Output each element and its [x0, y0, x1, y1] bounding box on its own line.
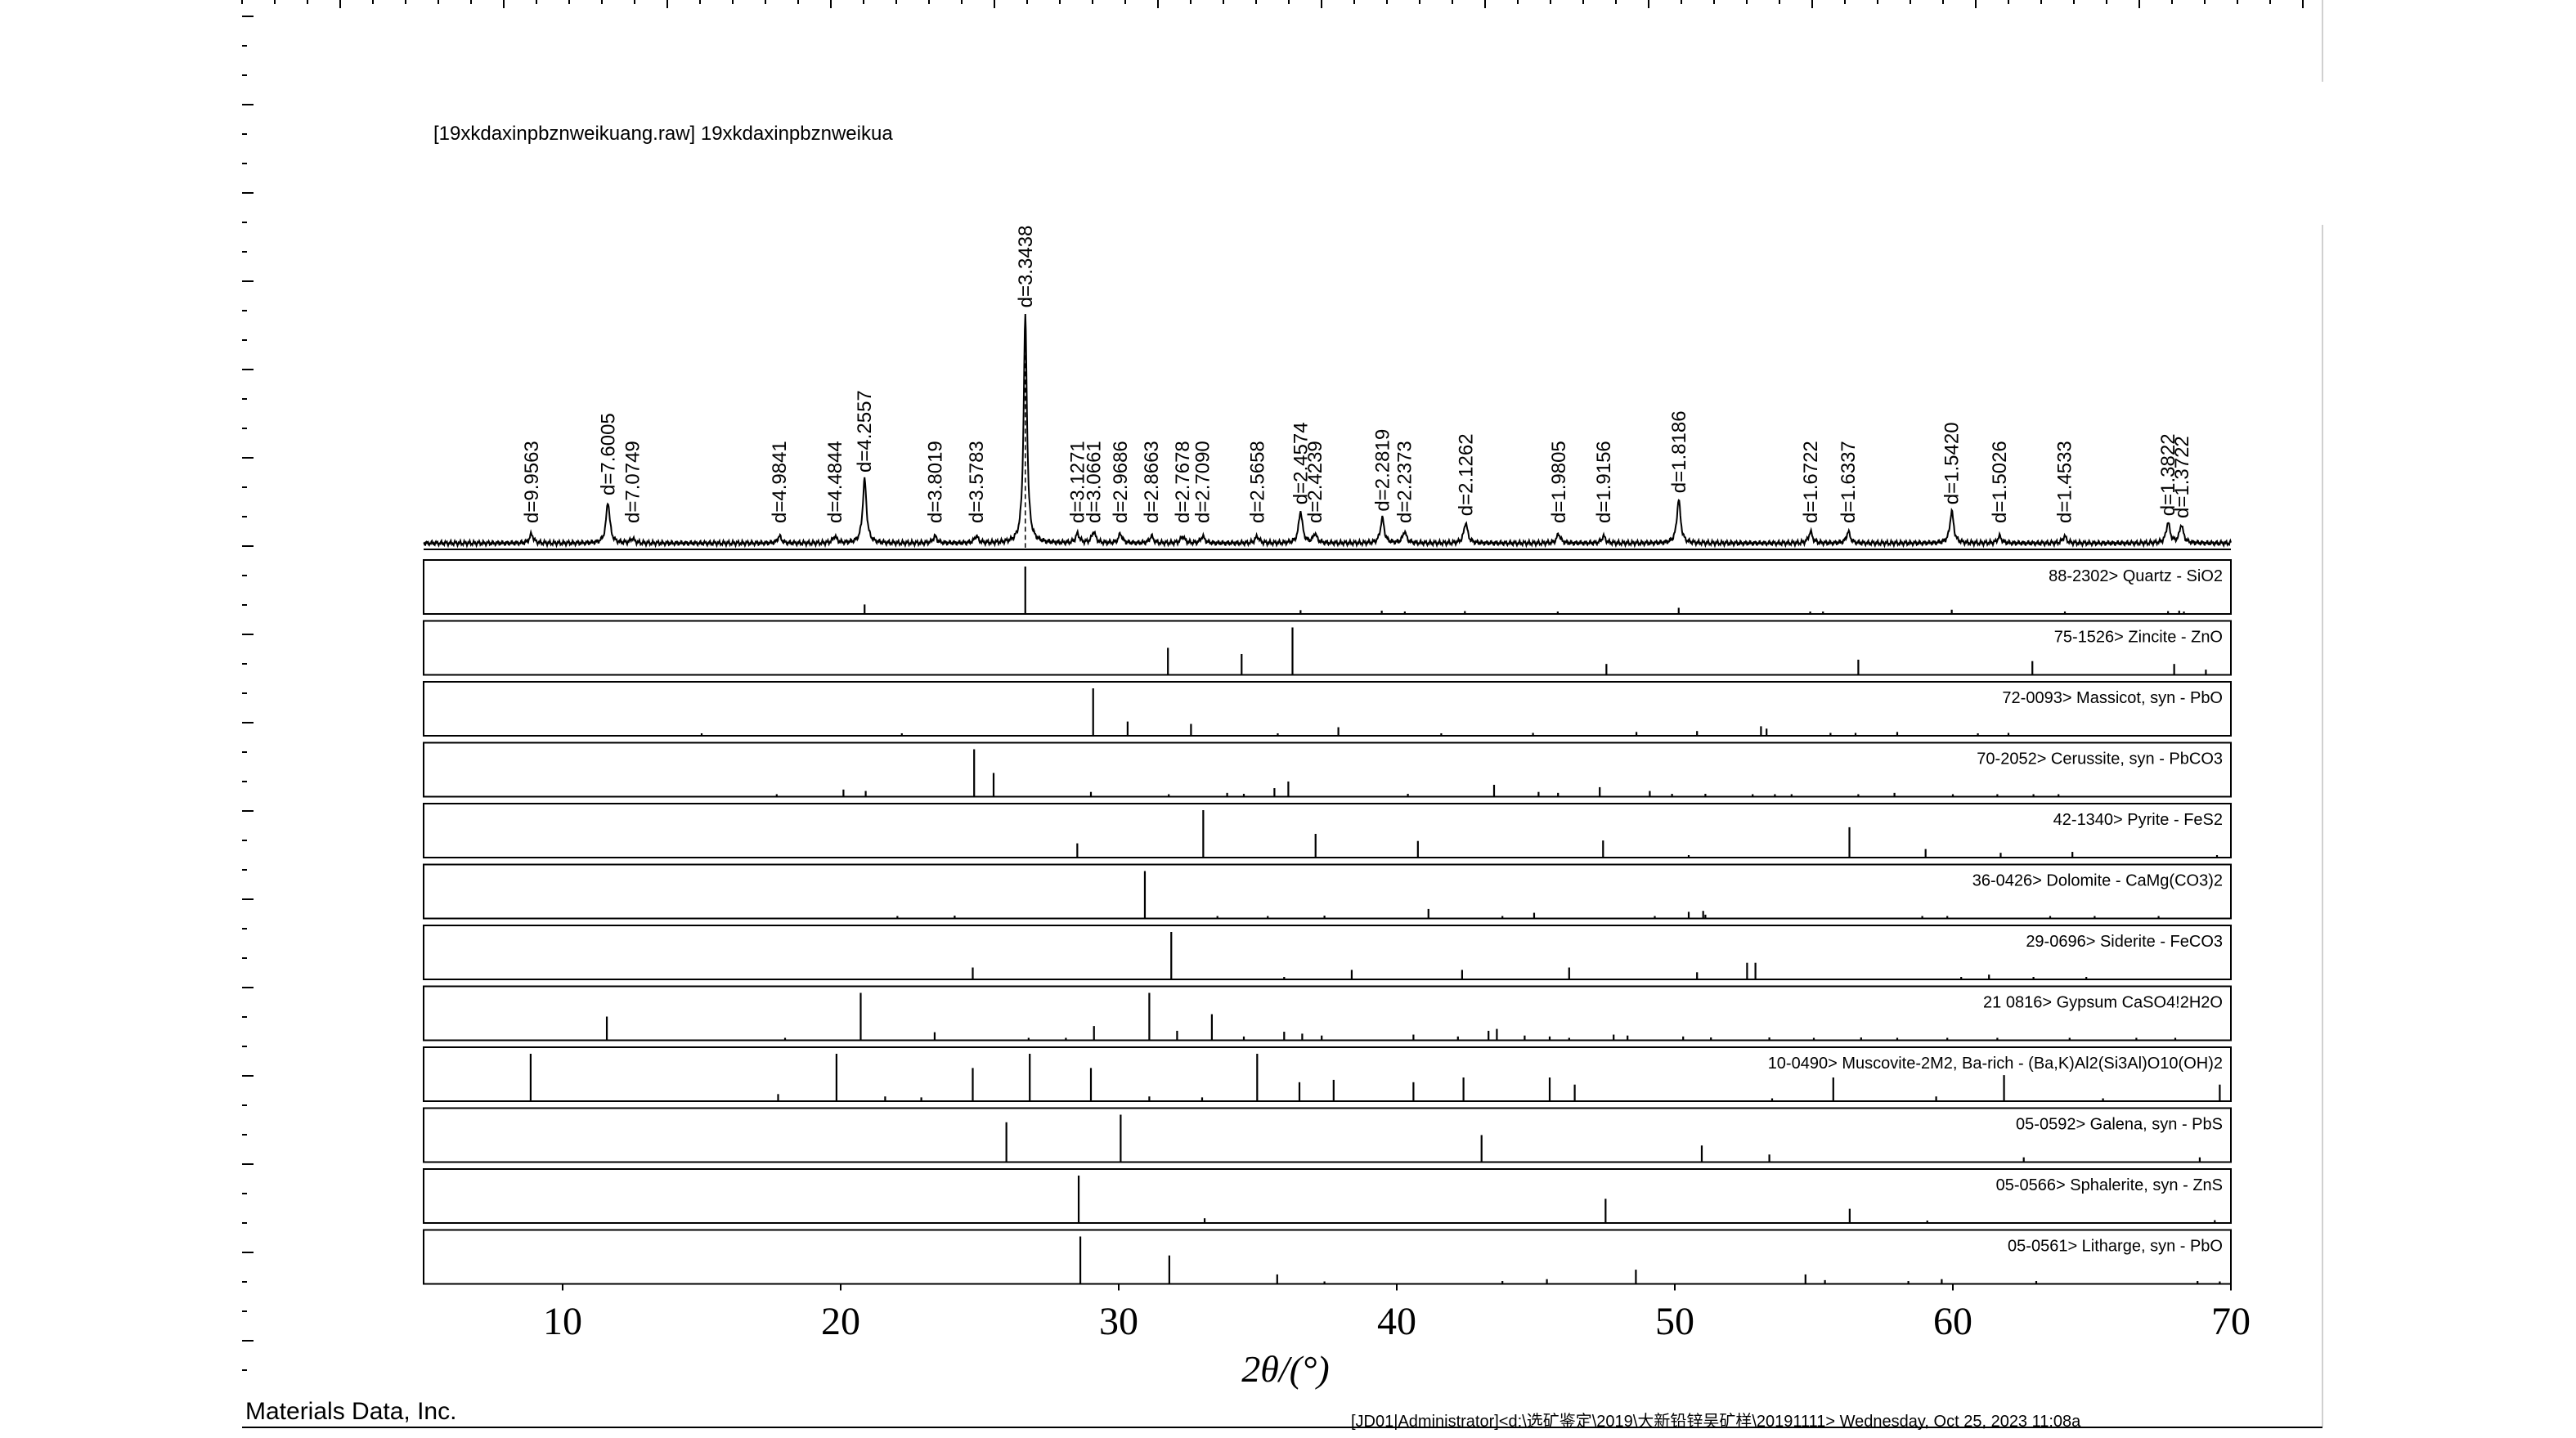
reference-label: 05-0561> Litharge, syn - PbO	[2008, 1238, 2223, 1256]
peak-d-label: d=2.5658	[1246, 441, 1268, 523]
reference-label: 75-1526> Zincite - ZnO	[2054, 629, 2223, 647]
x-tick-label: 50	[1655, 1300, 1694, 1343]
peak-d-label: d=1.9156	[1593, 441, 1615, 523]
reference-label: 36-0426> Dolomite - CaMg(CO3)2	[1972, 872, 2223, 890]
peak-d-label: d=2.7678	[1172, 441, 1194, 523]
peak-d-label: d=3.5783	[966, 441, 988, 523]
x-tick-label: 40	[1377, 1300, 1416, 1343]
reference-panels: 88-2302> Quartz - SiO2 75-1526> Zincite -…	[423, 559, 2232, 1285]
peak-d-label: d=1.4533	[2054, 441, 2076, 523]
reference-panel	[423, 925, 2232, 980]
peak-d-label: d=3.0661	[1083, 441, 1105, 523]
peak-d-label: d=1.5420	[1941, 422, 1963, 504]
reference-label: 05-0592> Galena, syn - PbS	[2016, 1116, 2223, 1134]
reference-label: 42-1340> Pyrite - FeS2	[2053, 811, 2223, 829]
peak-d-label: d=1.6722	[1800, 441, 1822, 523]
peak-d-label: d=1.8186	[1668, 410, 1690, 493]
peak-d-label: d=3.3438	[1015, 226, 1037, 308]
peak-d-label: d=2.2373	[1394, 441, 1416, 523]
reference-panel	[423, 1229, 2232, 1285]
peak-d-label: d=2.9686	[1110, 441, 1132, 523]
peak-d-label: d=3.8019	[924, 441, 946, 523]
reference-panel	[423, 1168, 2232, 1224]
x-tick-label: 70	[2211, 1300, 2251, 1343]
peak-d-label: d=2.1262	[1455, 433, 1477, 516]
page-frame	[241, 0, 2323, 1428]
reference-label: 88-2302> Quartz - SiO2	[2049, 567, 2223, 585]
peak-d-label: d=1.3722	[2171, 436, 2193, 518]
x-tick-label: 10	[543, 1300, 582, 1343]
peak-d-label: d=4.2557	[854, 390, 876, 473]
peak-d-label: d=2.4574	[1290, 422, 1312, 504]
reference-label: 10-0490> Muscovite-2M2, Ba-rich - (Ba,K)…	[1768, 1055, 2223, 1073]
peak-d-label: d=9.9563	[521, 441, 543, 523]
peak-d-label: d=3.1271	[1067, 441, 1089, 523]
x-axis-label: 2θ/(°)	[1241, 1348, 1330, 1390]
peak-d-label: d=2.2819	[1371, 429, 1393, 512]
peak-d-label: d=7.0749	[622, 441, 644, 523]
peak-d-label: d=4.4844	[824, 441, 846, 523]
reference-panel	[423, 803, 2232, 858]
reference-panel	[423, 620, 2232, 676]
peak-d-label: d=1.9805	[1548, 441, 1570, 523]
pattern-title: [19xkdaxinpbznweikuang.raw] 19xkdaxinpbz…	[433, 123, 893, 145]
reference-panel	[423, 863, 2232, 920]
reference-label: 72-0093> Massicot, syn - PbO	[2002, 689, 2223, 707]
peak-d-label: d=1.3822	[2157, 433, 2179, 516]
peak-d-label: d=7.6005	[597, 413, 619, 495]
diffraction-pattern: d=9.9563 d=7.6005 d=7.0749 d=4.9841 d=4.4844…	[423, 226, 2232, 550]
peak-d-label: d=1.6337	[1838, 441, 1860, 523]
peak-d-label: d=1.5026	[1989, 441, 2011, 523]
footer-company: Materials Data, Inc.	[245, 1398, 457, 1425]
reference-panel	[423, 741, 2232, 798]
reference-panel	[423, 1107, 2232, 1163]
reference-label: 29-0696> Siderite - FeCO3	[2026, 933, 2223, 951]
x-axis: 10 20 30 40 50 60 70	[543, 1283, 2251, 1343]
footer-path-timestamp: [JD01|Administrator]<d:\选矿鉴定\2019\大新铅锌吴矿…	[1351, 1413, 2081, 1431]
reference-label: 21 0816> Gypsum CaSO4!2H2O	[1983, 994, 2223, 1012]
reference-panel	[423, 559, 2232, 615]
x-tick-label: 20	[821, 1300, 860, 1343]
reference-label: 05-0566> Sphalerite, syn - ZnS	[1996, 1176, 2223, 1194]
peak-d-label: d=4.9841	[769, 441, 791, 523]
x-tick-label: 60	[1933, 1300, 1972, 1343]
peak-d-label: d=2.7090	[1192, 441, 1214, 523]
pattern-trace	[423, 313, 2232, 549]
reference-panel	[423, 1046, 2232, 1102]
x-tick-label: 30	[1099, 1300, 1138, 1343]
reference-panel	[423, 681, 2232, 737]
reference-panel	[423, 985, 2232, 1042]
reference-label: 70-2052> Cerussite, syn - PbCO3	[1977, 750, 2223, 768]
peak-d-label: d=2.4239	[1304, 441, 1326, 523]
peak-d-label: d=2.8663	[1141, 441, 1163, 523]
